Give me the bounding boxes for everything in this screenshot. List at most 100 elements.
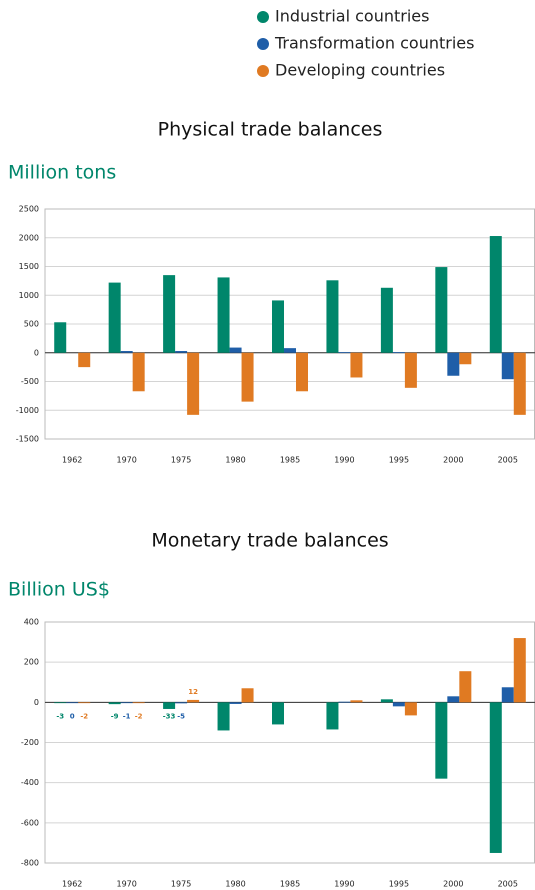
legend-label: Developing countries: [275, 61, 445, 80]
bar: [66, 702, 79, 704]
bar: [132, 702, 145, 704]
bar: [447, 352, 460, 376]
bar: [175, 351, 188, 353]
y-tick-label: 500: [24, 320, 39, 329]
bar: [350, 700, 363, 703]
bar: [284, 348, 296, 353]
bar: [108, 282, 121, 353]
bar: [489, 702, 502, 853]
y-axis-label: Million tons: [8, 162, 116, 184]
bar: [296, 352, 308, 392]
chart-title: Monetary trade balances: [151, 530, 388, 552]
bar: [54, 322, 67, 353]
bar: [404, 352, 417, 388]
x-tick-label: 1975: [171, 456, 191, 465]
data-label: -3: [56, 712, 64, 720]
y-tick-label: -1000: [16, 406, 39, 415]
bar: [187, 352, 200, 415]
y-axis-label: Billion US$: [8, 579, 110, 601]
bar: [175, 702, 188, 704]
x-tick-label: 1990: [334, 880, 354, 889]
bar: [187, 699, 200, 703]
legend-swatch: [257, 11, 269, 23]
bar: [326, 280, 339, 353]
data-label: 12: [188, 688, 198, 696]
bar: [392, 352, 405, 353]
x-tick-label: 1980: [225, 456, 245, 465]
y-tick-label: 1500: [19, 262, 39, 271]
legend-label: Transformation countries: [274, 34, 474, 53]
bar: [459, 671, 472, 703]
y-tick-label: -1500: [16, 435, 39, 444]
bar: [120, 702, 133, 704]
x-tick-label: 2005: [498, 456, 518, 465]
bar: [229, 702, 242, 704]
data-label: -2: [135, 712, 143, 720]
bar: [163, 275, 176, 353]
bar: [132, 352, 145, 392]
y-tick-label: 2000: [19, 233, 39, 242]
data-label: -5: [177, 712, 185, 720]
y-tick-label: -200: [21, 738, 39, 747]
x-tick-label: 1970: [116, 456, 136, 465]
y-tick-label: -500: [21, 377, 39, 386]
bar: [489, 236, 502, 353]
bar: [163, 702, 176, 709]
bar: [513, 352, 526, 415]
bar: [380, 287, 393, 353]
bar: [78, 702, 91, 704]
x-tick-label: 1975: [171, 880, 191, 889]
data-label: -9: [111, 712, 119, 720]
x-tick-label: 1962: [62, 456, 82, 465]
y-tick-label: 1000: [19, 291, 39, 300]
bar: [229, 347, 242, 353]
bar: [501, 352, 514, 380]
y-tick-label: -600: [21, 818, 39, 827]
legend-label: Industrial countries: [275, 7, 429, 26]
x-tick-label: 1962: [62, 880, 82, 889]
bar: [272, 702, 284, 725]
x-tick-label: 1985: [280, 880, 300, 889]
x-tick-label: 1970: [116, 880, 136, 889]
bar: [435, 267, 448, 353]
bar: [78, 352, 91, 368]
bar: [501, 687, 514, 703]
y-tick-label: 200: [24, 658, 39, 667]
legend-swatch: [257, 65, 269, 77]
bar: [435, 702, 448, 779]
bar: [350, 352, 363, 378]
bar: [404, 702, 417, 716]
chart-title: Physical trade balances: [158, 119, 383, 141]
bar: [217, 702, 230, 731]
bar: [459, 352, 472, 365]
bar: [326, 702, 339, 730]
data-label: -2: [80, 712, 88, 720]
bar: [217, 277, 230, 353]
bar: [120, 351, 133, 353]
bar: [338, 701, 351, 703]
bar: [338, 352, 351, 353]
bar: [513, 638, 526, 703]
bar: [108, 702, 121, 705]
data-label: -1: [123, 712, 131, 720]
bar: [241, 352, 254, 402]
bar: [380, 699, 393, 703]
bar: [241, 688, 254, 703]
legend-swatch: [257, 38, 269, 50]
bar: [272, 300, 284, 353]
y-tick-label: -400: [21, 778, 39, 787]
data-label: -33: [163, 712, 176, 720]
x-tick-label: 2000: [443, 880, 463, 889]
x-tick-label: 1985: [280, 456, 300, 465]
x-tick-label: 1980: [225, 880, 245, 889]
bar: [54, 702, 67, 704]
x-tick-label: 1995: [389, 456, 409, 465]
x-tick-label: 2000: [443, 456, 463, 465]
bar: [447, 696, 460, 703]
y-tick-label: 400: [24, 618, 39, 627]
x-tick-label: 1990: [334, 456, 354, 465]
data-label: 0: [70, 712, 75, 720]
y-tick-label: 0: [34, 698, 39, 707]
